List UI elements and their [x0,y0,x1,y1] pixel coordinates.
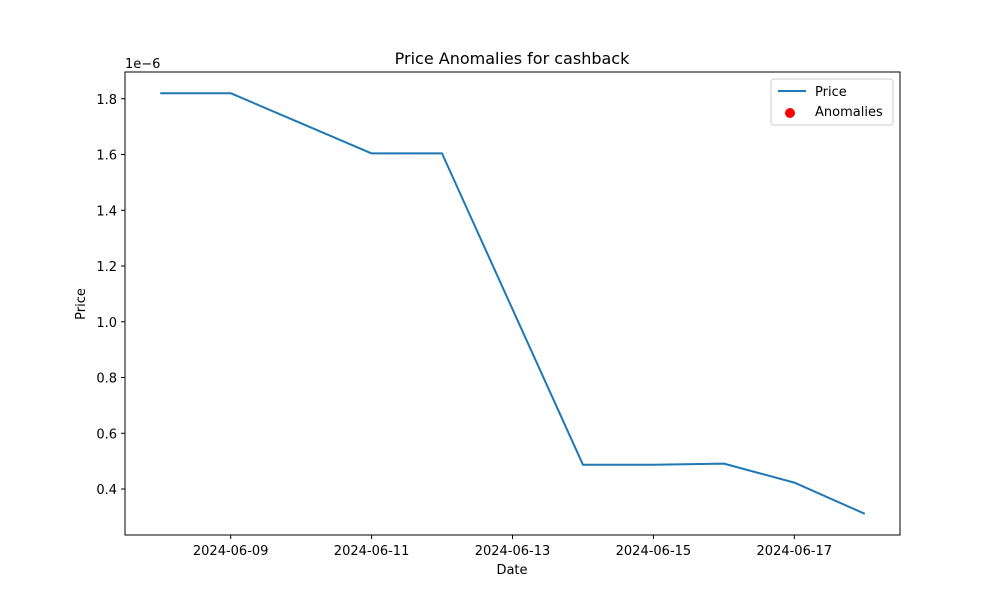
legend: Price Anomalies [770,78,894,126]
x-tick-label: 2024-06-15 [616,544,692,559]
legend-anomalies-label: Anomalies [815,105,883,120]
legend-anomalies-swatch [785,108,795,118]
series-layer [160,92,866,515]
x-tick-label: 2024-06-17 [757,544,833,559]
y-axis-ticks: 0.4 0.6 0.8 1.0 1.2 1.4 1.6 1.8 [96,93,125,498]
y-tick-label: 0.8 [96,372,117,387]
y-tick-label: 0.6 [96,427,117,442]
x-tick-label: 2024-06-09 [193,544,269,559]
x-axis-ticks: 2024-06-09 2024-06-11 2024-06-13 2024-06-15… [193,535,832,559]
y-tick-label: 1.0 [96,316,117,331]
y-axis-label: Price [74,288,89,320]
legend-price-label: Price [815,85,847,100]
y-tick-label: 1.8 [96,93,117,108]
x-axis-label: Date [496,563,527,578]
x-tick-label: 2024-06-11 [334,544,410,559]
y-tick-label: 1.6 [96,149,117,164]
y-tick-label: 1.2 [96,260,117,275]
x-tick-label: 2024-06-13 [475,544,551,559]
plot-frame [124,71,901,536]
y-tick-label: 1.4 [96,204,117,219]
y-offset-label: 1e−6 [125,57,160,72]
chart-title: Price Anomalies for cashback [395,49,630,68]
y-tick-label: 0.4 [96,483,117,498]
price-line [160,92,866,515]
